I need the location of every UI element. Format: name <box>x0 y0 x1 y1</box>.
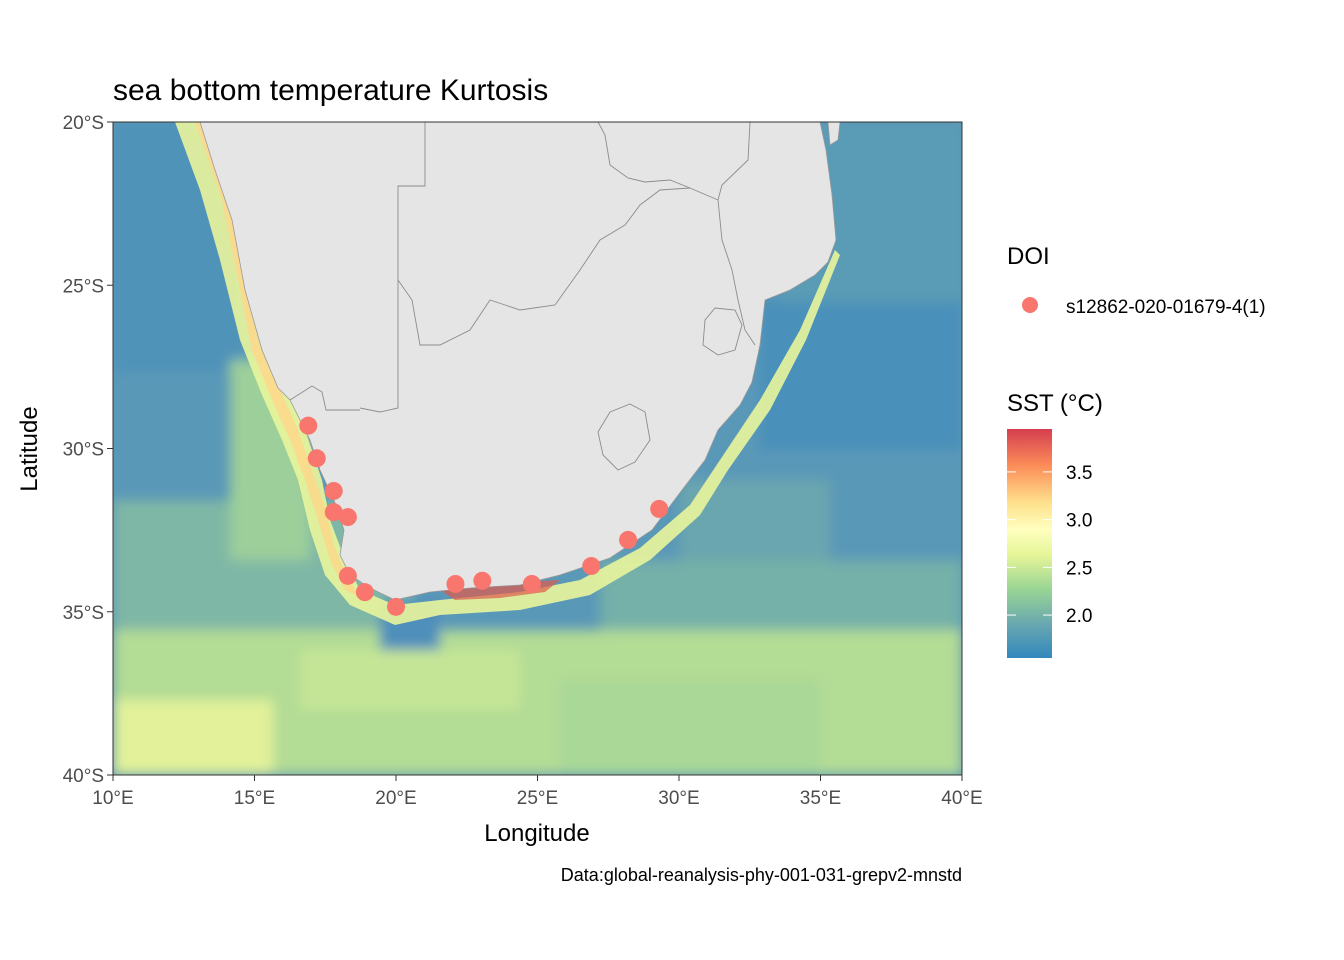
x-tick-label: 25°E <box>517 788 558 809</box>
y-tick-label: 20°S <box>63 113 104 134</box>
legend-doi-marker <box>1022 297 1038 313</box>
legend-doi: DOI s12862-020-01679-4(1) <box>1007 243 1266 318</box>
sample-point <box>522 574 541 593</box>
y-axis: 20°S 25°S 30°S 35°S 40°S <box>63 113 113 787</box>
legend-doi-title: DOI <box>1007 243 1050 270</box>
sample-point <box>355 583 374 602</box>
y-axis-label: Latitude <box>16 406 43 491</box>
y-tick-label: 30°S <box>63 440 104 461</box>
x-tick-label: 40°E <box>941 788 982 809</box>
sample-point <box>650 499 669 518</box>
sample-point <box>582 557 601 576</box>
x-tick-label: 20°E <box>375 788 416 809</box>
data-caption: Data:global-reanalysis-phy-001-031-grepv… <box>561 865 962 885</box>
border-southafrica-mozambique <box>737 299 756 346</box>
legend-sst-title: SST (°C) <box>1007 390 1103 417</box>
border-lesotho <box>597 403 651 471</box>
sample-point <box>324 481 343 500</box>
border-namibia-botswana <box>359 122 426 413</box>
x-axis-label: Longitude <box>484 820 589 847</box>
border-botswana-zimbabwe <box>597 122 691 189</box>
x-axis: 10°E 15°E 20°E 25°E 30°E 35°E 40°E <box>92 775 983 809</box>
border-zimbabwe-zambia <box>717 122 751 201</box>
ocean-patch <box>760 300 962 450</box>
map-panel <box>113 122 962 775</box>
colorbar-tick-label: 3.5 <box>1066 463 1092 484</box>
colorbar-tick-label: 2.0 <box>1066 606 1092 627</box>
legend-sst-ticks: 2.0 2.5 3.0 3.5 <box>1007 463 1092 627</box>
sample-point <box>338 566 357 585</box>
x-tick-label: 35°E <box>800 788 841 809</box>
colorbar-tick-label: 2.5 <box>1066 558 1092 579</box>
y-tick-label: 35°S <box>63 603 104 624</box>
legend-doi-entry: s12862-020-01679-4(1) <box>1066 297 1266 318</box>
sample-point <box>473 571 492 590</box>
coast-island <box>827 122 841 146</box>
ocean-patch <box>560 680 820 775</box>
sample-point <box>619 530 638 549</box>
legend-sst: SST (°C) 2.0 2.5 3.0 3.5 <box>1007 390 1103 658</box>
border-namibia-southafrica <box>289 385 360 411</box>
country-borders <box>289 122 756 471</box>
sample-point <box>446 574 465 593</box>
y-tick-label: 25°S <box>63 276 104 297</box>
sample-point <box>338 508 357 527</box>
chart-title: sea bottom temperature Kurtosis <box>113 74 548 107</box>
sample-point <box>324 503 343 522</box>
x-tick-label: 30°E <box>658 788 699 809</box>
border-botswana-southafrica <box>397 187 691 346</box>
ocean-patch <box>113 700 273 775</box>
y-tick-label: 40°S <box>63 766 104 787</box>
sample-point <box>307 449 326 468</box>
sample-point <box>299 416 318 435</box>
sample-point <box>387 597 405 616</box>
legend-sst-colorbar <box>1007 429 1052 658</box>
sample-points <box>299 416 669 616</box>
x-tick-label: 10°E <box>92 788 133 809</box>
colorbar-tick-label: 3.0 <box>1066 511 1092 532</box>
border-zimbabwe-mozambique <box>689 187 739 301</box>
x-tick-label: 15°E <box>234 788 275 809</box>
ocean-patch <box>300 650 520 710</box>
border-eswatini <box>702 307 743 356</box>
